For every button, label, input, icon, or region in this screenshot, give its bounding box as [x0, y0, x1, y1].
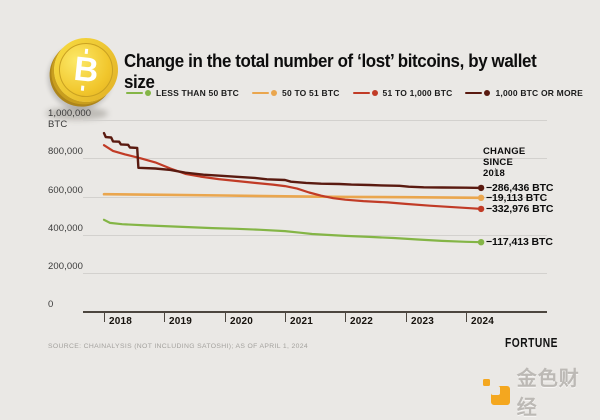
gridline-1000000	[83, 120, 547, 121]
x-tick-2022	[345, 312, 347, 322]
y-axis-label-600000: 600,000	[48, 185, 84, 196]
legend-dot-icon	[484, 90, 491, 96]
y-axis-label-200000: 200,000	[48, 261, 84, 272]
legend-dot-icon	[371, 90, 378, 96]
legend-item-51-to-1000-btc: 51 TO 1,000 BTC	[352, 88, 453, 98]
change-heading-line1: CHANGE	[483, 146, 526, 157]
gridline-800000	[83, 158, 547, 159]
x-axis-label-2024: 2024	[471, 316, 495, 327]
annotation-pointer-line	[495, 168, 497, 176]
jinse-logo-icon	[483, 378, 510, 405]
change-value-less-than-50-btc: −117,413 BTC	[486, 236, 553, 248]
x-axis-label-2021: 2021	[290, 316, 314, 327]
chart-legend: LESS THAN 50 BTC 50 TO 51 BTC 51 TO 1,00…	[126, 88, 583, 98]
change-heading-line2: SINCE 2018	[483, 157, 514, 180]
bitcoin-coin-icon: B	[42, 33, 130, 120]
x-tick-2021	[285, 312, 287, 322]
y-axis-label-400000: 400,000	[48, 223, 84, 234]
fortune-logo: FORTUNE	[505, 336, 558, 350]
x-tick-2018	[104, 312, 106, 322]
legend-label: LESS THAN 50 BTC	[156, 88, 240, 98]
change-value-1000-btc-or-more: −286,436 BTC	[486, 182, 554, 194]
y-axis-label-800000: 800,000	[48, 146, 84, 157]
legend-line-icon	[465, 91, 483, 95]
jinse-finance-logo: 金色财经	[483, 362, 600, 420]
x-tick-2019	[164, 312, 166, 322]
legend-line-icon	[252, 91, 270, 95]
change-value-50-to-51-btc: −19,113 BTC	[486, 192, 548, 204]
legend-line-icon	[352, 91, 370, 95]
y-axis-label-1000000: 1,000,000 BTC	[48, 108, 92, 130]
series-lines-chart	[102, 131, 485, 246]
x-tick-2020	[225, 312, 227, 322]
legend-line-icon	[126, 91, 143, 95]
jinse-logo-text: 金色财经	[516, 368, 580, 419]
legend-label: 51 TO 1,000 BTC	[382, 88, 453, 98]
x-tick-2024	[466, 312, 468, 322]
y-axis-label-0: 0	[48, 299, 54, 310]
x-tick-2023	[406, 312, 408, 322]
x-axis-label-2018: 2018	[109, 316, 133, 327]
chart-title: Change in the total number of ‘lost’ bit…	[124, 51, 537, 92]
chart-card: { "header": { "title": "Change in the to…	[42, 33, 583, 419]
legend-dot-icon	[271, 90, 278, 96]
legend-dot-icon	[145, 90, 151, 96]
x-axis-label-2022: 2022	[350, 316, 374, 327]
x-axis-line	[83, 311, 547, 313]
change-since-2018-heading: CHANGE SINCE 2018	[483, 146, 525, 180]
legend-label: 50 TO 51 BTC	[282, 88, 340, 98]
x-axis-label-2019: 2019	[169, 316, 193, 327]
source-note: SOURCE: CHAINALYSIS (NOT INCLUDING SATOS…	[48, 343, 308, 350]
legend-item-50-to-51-btc: 50 TO 51 BTC	[252, 88, 340, 98]
legend-item-1000-btc-or-more: 1,000 BTC OR MORE	[465, 88, 583, 98]
gridline-200000	[83, 273, 547, 274]
change-value-51-to-1000-btc: −332,976 BTC	[486, 203, 554, 215]
x-axis-label-2020: 2020	[230, 316, 254, 327]
legend-label: 1,000 BTC OR MORE	[495, 88, 583, 98]
coin-shadow	[46, 107, 108, 120]
x-axis-label-2023: 2023	[411, 316, 435, 327]
legend-item-less-than-50-btc: LESS THAN 50 BTC	[126, 88, 239, 98]
gridline-400000	[83, 235, 547, 236]
